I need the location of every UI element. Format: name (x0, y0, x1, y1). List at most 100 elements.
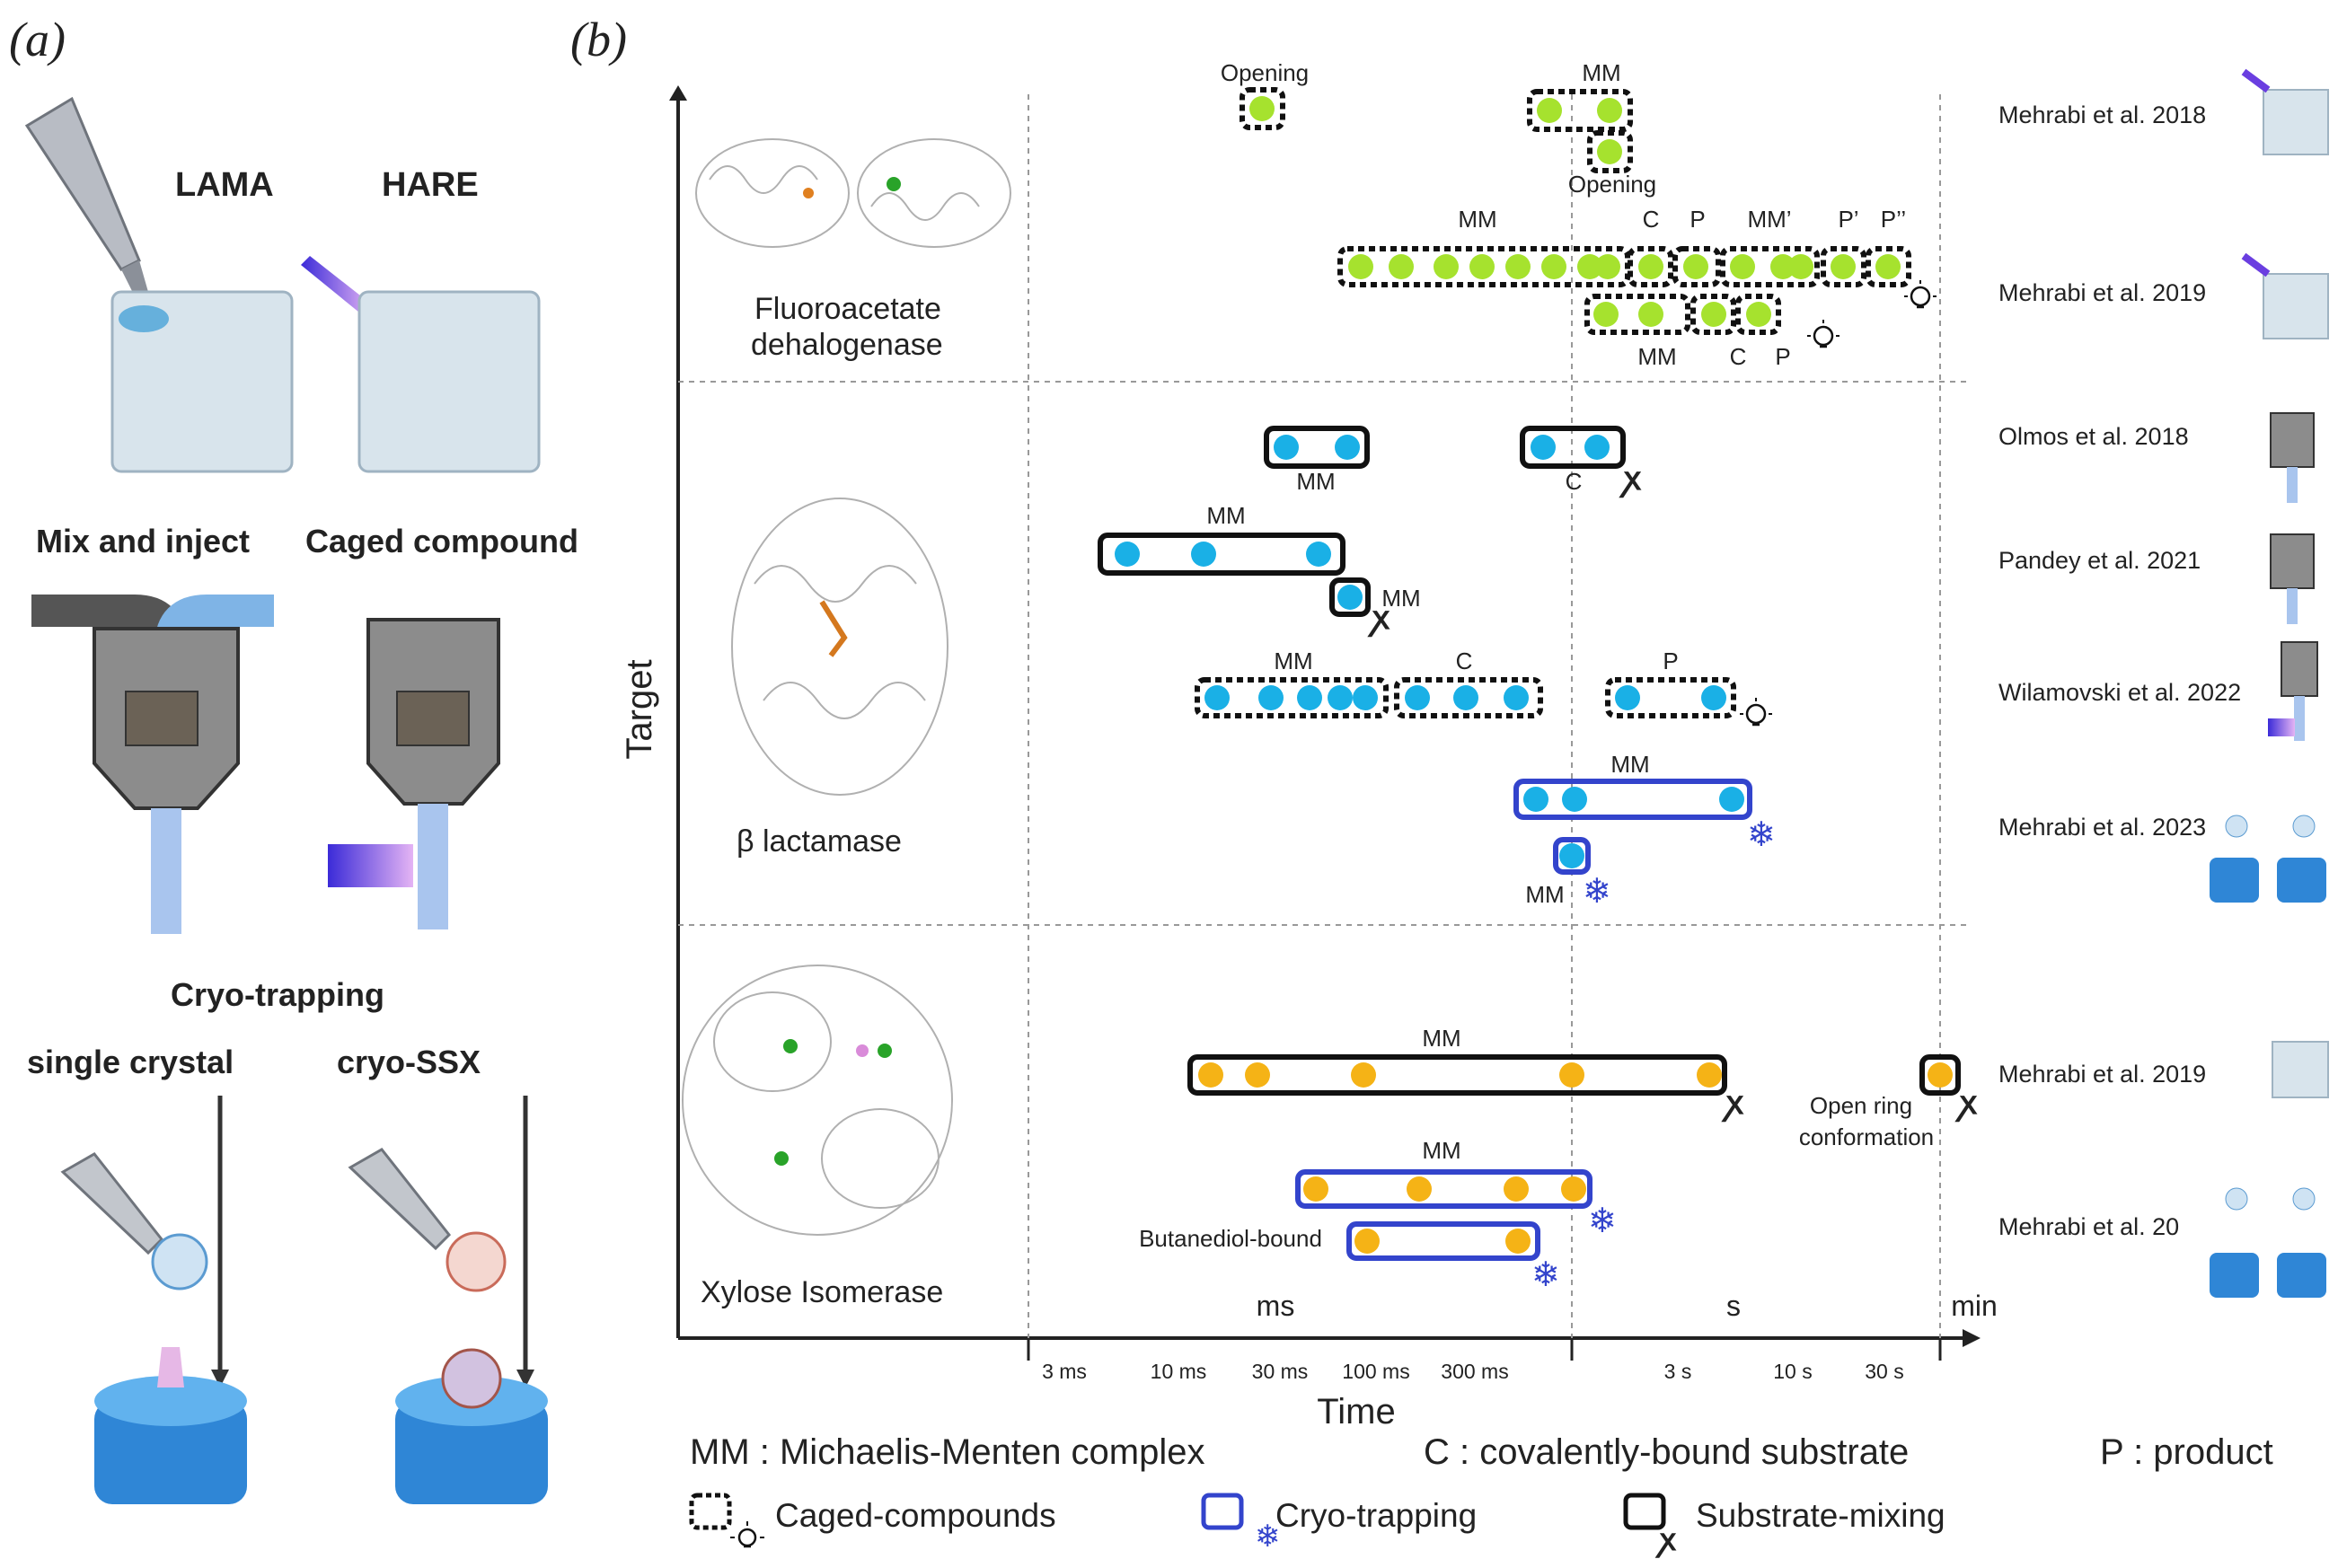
group-box-caged (1628, 246, 1673, 287)
label-mm-1: MM (1582, 59, 1620, 86)
caged-compound-label: Caged compound (305, 523, 578, 559)
lama-label: LAMA (175, 166, 274, 204)
ref-1: Mehrabi et al. 2018 (1998, 101, 2206, 128)
state-dot (1504, 1176, 1529, 1202)
ref-2: Mehrabi et al. 2019 (1998, 279, 2206, 306)
group-box-cryo (1513, 779, 1752, 820)
state-dot (1407, 1176, 1432, 1202)
panel-b-label: (b) (570, 13, 627, 66)
ref-icon-cryo-2 (2210, 1187, 2326, 1298)
state-dot (1297, 685, 1322, 710)
label-opening-1: Opening (1221, 59, 1309, 86)
group-box-caged (1527, 89, 1633, 132)
label-xi-mm-2: MM (1422, 1137, 1460, 1164)
cryo-ssx-label: cryo-SSX (337, 1044, 481, 1080)
x-tick-label: 100 ms (1342, 1360, 1409, 1383)
label-bl-mm-1: MM (1296, 468, 1335, 495)
state-dot (1204, 685, 1230, 710)
group-box-mixing (1520, 426, 1626, 469)
ref-icon-nozzle-2 (2270, 533, 2315, 624)
state-dot (1593, 302, 1619, 327)
state-dot (1577, 254, 1602, 279)
legend-mixing-swatch (1623, 1493, 1666, 1530)
group-box-mixing (1187, 1054, 1727, 1096)
label-c-2: C (1643, 206, 1660, 233)
label-p-prime: P’ (1838, 206, 1858, 233)
legend-caged-label: Caged-compounds (775, 1497, 1056, 1534)
structure-lactamase (731, 498, 948, 796)
group-box-mixing (1919, 1054, 1961, 1096)
state-dot (1562, 787, 1587, 812)
state-dot (1328, 685, 1353, 710)
state-dot (1531, 435, 1556, 460)
lama-droplet (119, 305, 169, 332)
state-dot (1584, 435, 1610, 460)
state-dot (1638, 254, 1663, 279)
panel-a: (a) LAMA HARE Mix and inject Caged compo… (9, 13, 578, 1504)
panel-b: (b) Target Time ms s min 3 ms 10 ms 30 ms 1… (570, 13, 2329, 1431)
y-axis-label: Target (620, 659, 659, 759)
state-dot (1306, 542, 1331, 567)
label-xi-butane: Butanediol-bound (1139, 1225, 1322, 1252)
lightbulb-icon (1904, 280, 1937, 309)
legend-caged-swatch (689, 1493, 732, 1530)
structure-isomerase (682, 965, 953, 1236)
state-dot (1351, 1062, 1376, 1088)
cryo-ssx-mount (348, 1096, 548, 1504)
state-dot (1354, 1229, 1380, 1254)
group-box-cryo (1346, 1221, 1540, 1261)
label-xi-open-1: Open ring (1810, 1092, 1912, 1119)
snowflake-icon: ❄ (1583, 873, 1611, 911)
ref-icon-nozzle-1 (2270, 412, 2315, 503)
cryo-ssx-chip (446, 1231, 507, 1292)
caged-nozzle (328, 618, 500, 929)
group-box-caged (1195, 677, 1389, 718)
ref-7: Mehrabi et al. 2019 (1998, 1061, 2206, 1088)
state-dot (1730, 254, 1755, 279)
hare-label: HARE (382, 166, 479, 204)
group-box-caged (1821, 246, 1866, 287)
state-dot (1405, 685, 1430, 710)
cryo-ssx-sample (441, 1348, 502, 1409)
state-dot (1697, 1062, 1722, 1088)
caged-jet (418, 804, 448, 929)
ref-3: Olmos et al. 2018 (1998, 423, 2189, 450)
experiment-groups: ❄❄❄❄ꭗꭗꭗ ꭗ (1098, 87, 1978, 1294)
legend-cryo-label: Cryo-trapping (1275, 1497, 1477, 1534)
label-bl-mm-6: MM (1525, 881, 1564, 908)
state-dot (1258, 685, 1284, 710)
caged-nozzle-block (396, 691, 470, 746)
state-dot (1523, 787, 1548, 812)
x-tick-label: 300 ms (1441, 1360, 1508, 1383)
references: Mehrabi et al. 2018 Mehrabi et al. 2019 … (1998, 101, 2241, 1240)
snowflake-icon: ❄ (1747, 816, 1776, 854)
legend-cryo-swatch (1201, 1493, 1244, 1530)
state-dot (1537, 98, 1562, 123)
target-lactamase: β lactamase (737, 824, 902, 859)
ref-8: Mehrabi et al. 20 (1998, 1213, 2179, 1240)
state-dot (1303, 1176, 1328, 1202)
single-crystal-loop (151, 1233, 208, 1291)
state-dot (1453, 685, 1478, 710)
ref-icon-chip-3 (2272, 1041, 2329, 1098)
group-box-caged (1672, 246, 1721, 287)
state-dot (1719, 787, 1744, 812)
state-dot (1389, 254, 1414, 279)
target-dehalogenase-line2: dehalogenase (751, 328, 943, 362)
group-box-caged (1735, 294, 1781, 335)
lama-chip (110, 290, 294, 473)
group-box-caged (1587, 130, 1633, 173)
group-box-mixing (1098, 533, 1345, 576)
x-tick-label: 3 ms (1042, 1360, 1087, 1383)
lama-illustration: LAMA (24, 96, 294, 473)
state-dot (1928, 1062, 1953, 1088)
ref-4: Pandey et al. 2021 (1998, 547, 2201, 574)
mix-inject-nozzle (31, 595, 274, 934)
lightbulb-icon (1740, 698, 1772, 727)
state-dot (1788, 254, 1813, 279)
target-isomerase: Xylose Isomerase (701, 1275, 943, 1309)
legend-mixing-label: Substrate-mixing (1696, 1497, 1945, 1534)
state-dot (1541, 254, 1566, 279)
lama-pipette-tip (121, 260, 148, 296)
